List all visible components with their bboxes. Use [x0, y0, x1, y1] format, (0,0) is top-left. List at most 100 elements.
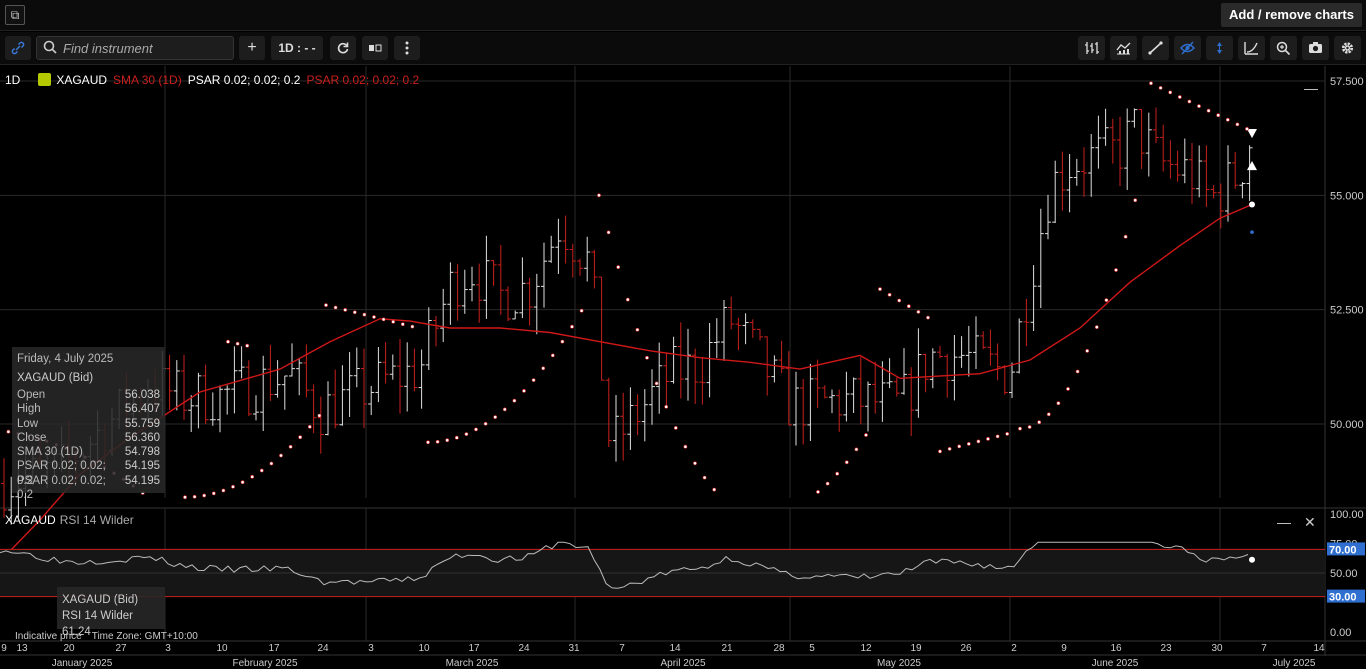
timeframe-button[interactable]: 1D : - - [271, 36, 323, 60]
top-bar: ⧉ Add / remove charts [0, 0, 1366, 31]
psar-dot [245, 343, 250, 348]
link-icon[interactable] [5, 36, 31, 60]
rsi-oversold-label: 30.00 [1329, 592, 1357, 604]
rsi-tooltip-value: RSI 14 Wilder 61.24 [62, 610, 133, 638]
ohlc-bar [901, 348, 907, 395]
date-tick-label: 10 [418, 643, 430, 654]
ohlc-bar [584, 236, 591, 282]
price-chart[interactable]: 57.50055.00052.50050.000100.0075.0050.00… [0, 66, 1366, 669]
psar-dot [1235, 122, 1240, 127]
ohlc-bar [202, 364, 209, 424]
psar-dot [957, 444, 962, 449]
psar-dot [269, 461, 274, 466]
footer-info: Indicative price Time Zone: GMT+10:00 [15, 631, 208, 642]
psar-dot [854, 447, 859, 452]
legend-psar-1[interactable]: PSAR 0.02; 0.02; 0.2 [187, 73, 301, 87]
psar-dot [259, 468, 264, 473]
rsi-axis-label: 0.00 [1330, 627, 1351, 639]
ohlc-bar [1109, 118, 1116, 164]
expand-icon[interactable]: ⧉ [5, 5, 25, 25]
minimize-price-panel-icon[interactable]: — [1304, 80, 1318, 96]
price-axis-panel [1325, 66, 1366, 669]
ohlc-bar [325, 381, 331, 436]
tooltip-value: 54.195 [124, 460, 160, 473]
ohlc-bar [217, 385, 223, 433]
ohlc-bar [382, 342, 389, 384]
ohlc-bar [1052, 160, 1059, 224]
hide-drawings-icon[interactable] [1174, 36, 1201, 60]
month-label: March 2025 [446, 658, 499, 669]
psar-dot [1114, 268, 1118, 272]
ohlc-bar [865, 381, 871, 432]
ohlc-bar [764, 336, 771, 396]
ohlc-bar [613, 394, 619, 462]
psar-dot [192, 494, 197, 499]
psar-dots [6, 81, 1249, 500]
psar-dot [6, 429, 11, 434]
rsi-axis-label: 100.00 [1330, 509, 1364, 521]
ohlc-bar [533, 273, 540, 335]
rsi-name[interactable]: RSI 14 Wilder [59, 513, 134, 527]
ohlc-bar [706, 322, 713, 398]
ohlc-bar [951, 334, 958, 401]
ohlc-bar [317, 396, 324, 454]
ohlc-bar [461, 269, 468, 314]
minimize-panel-icon[interactable]: — [1277, 514, 1291, 530]
camera-icon[interactable] [1302, 36, 1329, 60]
ohlc-bar [497, 245, 504, 315]
psar-dot [1149, 81, 1153, 86]
add-remove-charts-button[interactable]: Add / remove charts [1221, 3, 1362, 27]
psar-dot [1133, 198, 1138, 203]
add-instrument-button[interactable]: + [239, 36, 265, 60]
legend-symbol[interactable]: XAGAUD [56, 73, 108, 87]
search-input[interactable] [63, 39, 228, 57]
date-tick-label: 20 [63, 643, 75, 654]
ohlc-bar [814, 359, 821, 409]
psar-dot [1094, 325, 1099, 330]
psar-dot [1187, 99, 1192, 104]
magnet-icon[interactable] [1206, 36, 1233, 60]
ohlc-bar [994, 343, 1001, 381]
month-label: February 2025 [232, 658, 297, 669]
more-options-icon[interactable] [394, 36, 420, 60]
legend-sma[interactable]: SMA 30 (1D) [113, 73, 182, 87]
month-label: May 2025 [877, 658, 921, 669]
psar-dot [906, 304, 911, 309]
ohlc-bar [166, 354, 173, 410]
psar-dot [645, 355, 649, 360]
ohlc-bar [411, 348, 418, 392]
refresh-icon[interactable] [330, 36, 356, 60]
close-panel-icon[interactable]: ✕ [1304, 514, 1316, 530]
curve-tool-icon[interactable] [1238, 36, 1265, 60]
tooltip-label: Open [17, 389, 46, 401]
date-tick-label: 14 [669, 643, 681, 654]
ohlc-bar [353, 347, 360, 388]
ohlc-bar [958, 336, 965, 368]
ohlc-bar [785, 351, 792, 426]
psar-dot [1046, 412, 1051, 417]
ohlc-bar [929, 348, 936, 389]
settings-gear-icon[interactable] [1334, 36, 1361, 60]
ohlc-bar [1016, 318, 1023, 374]
rsi-overbought-label: 70.00 [1329, 544, 1357, 556]
tooltip-label: PSAR 0.02; 0.02; 0.2 [17, 474, 106, 502]
psar-dot [400, 322, 405, 327]
psar-dot [878, 287, 882, 292]
zoom-icon[interactable] [1270, 36, 1297, 60]
ohlc-bar [1217, 183, 1224, 229]
tooltip-date: Friday, 4 July 2025 [17, 353, 114, 365]
ohlc-bar [469, 266, 475, 302]
search-input-container[interactable] [36, 36, 234, 60]
price-axis-label: 57.500 [1330, 76, 1364, 88]
month-label: June 2025 [1092, 658, 1139, 669]
ohlc-bar [339, 365, 346, 426]
legend-psar-2[interactable]: PSAR 0.02; 0.02; 0.2 [306, 73, 420, 87]
chart-type-icon[interactable] [1078, 36, 1105, 60]
ohlc-bar [1174, 150, 1181, 182]
date-tick-label: 14 [1313, 643, 1325, 654]
psar-dot [835, 471, 840, 476]
indicators-icon[interactable] [1110, 36, 1137, 60]
ohlc-bar [771, 355, 778, 383]
drawing-tools-icon[interactable] [1142, 36, 1169, 60]
layout-icon[interactable] [362, 36, 388, 60]
